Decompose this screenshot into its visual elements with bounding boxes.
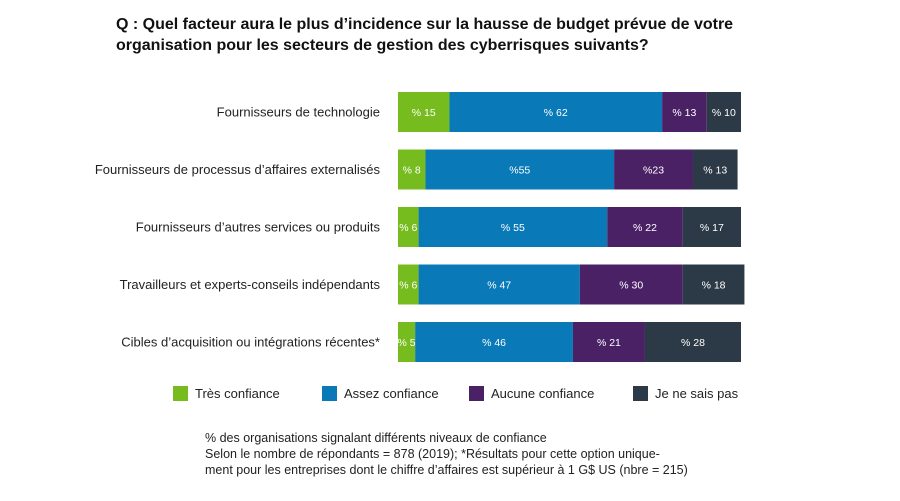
category-label-1: Fournisseurs de technologie bbox=[217, 105, 380, 120]
data-label-tres-confiance-5: % 5 bbox=[398, 337, 416, 349]
footnote: % des organisations signalant différents… bbox=[205, 430, 765, 478]
bar-segment-aucune-confiance-1 bbox=[662, 92, 707, 132]
data-label-assez-confiance-4: % 47 bbox=[487, 280, 511, 292]
legend-swatch-assez-confiance bbox=[322, 385, 337, 401]
data-label-aucune-confiance-5: % 21 bbox=[597, 337, 621, 349]
legend-item-ne-sais-pas: Je ne sais pas bbox=[633, 383, 738, 403]
data-label-assez-confiance-5: % 46 bbox=[482, 337, 506, 349]
legend-item-aucune-confiance: Aucune confiance bbox=[469, 383, 594, 403]
data-label-je-ne-sais-pas-3: % 17 bbox=[700, 222, 724, 234]
legend-label-aucune-confiance: Aucune confiance bbox=[491, 385, 595, 401]
data-label-aucune-confiance-4: % 30 bbox=[619, 280, 643, 292]
bar-segment-je-ne-sais-pas-5 bbox=[644, 322, 741, 362]
bar-segment-je-ne-sais-pas-3 bbox=[682, 207, 741, 247]
category-label-5: Cibles d’acquisition ou intégrations réc… bbox=[121, 335, 380, 350]
data-label-tres-confiance-1: % 15 bbox=[412, 107, 436, 119]
bar-segment-aucune-confiance-3 bbox=[607, 207, 683, 247]
data-label-tres-confiance-2: % 8 bbox=[403, 165, 421, 177]
legend-swatch-ne-sais-pas bbox=[633, 385, 648, 401]
legend-label-tres-confiance: Très confiance bbox=[195, 385, 280, 401]
data-label-aucune-confiance-3: % 22 bbox=[633, 222, 657, 234]
bar-segment-je-ne-sais-pas-4 bbox=[682, 264, 745, 305]
footnote-line-1: % des organisations signalant différents… bbox=[205, 431, 547, 445]
legend-item-tres-confiance: Très confiance bbox=[173, 383, 280, 403]
bar-segment-aucune-confiance-4 bbox=[579, 264, 683, 305]
category-label-4: Travailleurs et experts-conseils indépen… bbox=[120, 277, 381, 292]
bar-segment-assez-confiance-1 bbox=[449, 92, 663, 132]
data-label-je-ne-sais-pas-2: % 13 bbox=[703, 165, 727, 177]
data-label-aucune-confiance-1: % 13 bbox=[672, 107, 696, 119]
bar-segment-assez-confiance-2 bbox=[425, 149, 615, 190]
bar-segment-assez-confiance-4 bbox=[418, 264, 580, 305]
legend-label-ne-sais-pas: Je ne sais pas bbox=[655, 385, 739, 401]
data-label-je-ne-sais-pas-1: % 10 bbox=[712, 107, 736, 119]
question-title: Q : Quel facteur aura le plus d’incidenc… bbox=[116, 16, 734, 54]
bar-segment-aucune-confiance-5 bbox=[572, 322, 645, 362]
legend-swatch-aucune-confiance bbox=[469, 385, 484, 401]
data-label-je-ne-sais-pas-4: % 18 bbox=[702, 280, 726, 292]
bar-segment-tres-confiance-4 bbox=[398, 264, 419, 305]
data-label-aucune-confiance-2: %23 bbox=[643, 165, 664, 177]
category-label-3: Fournisseurs d’autres services ou produi… bbox=[136, 220, 381, 235]
bar-segment-tres-confiance-5 bbox=[398, 322, 416, 362]
category-label-2: Fournisseurs de processus d’affaires ext… bbox=[95, 162, 381, 177]
bar-segment-aucune-confiance-2 bbox=[614, 149, 693, 190]
legend-item-assez-confiance: Assez confiance bbox=[322, 383, 439, 403]
chart-legend: Très confiance Assez confiance Aucune co… bbox=[173, 383, 773, 403]
bar-segment-tres-confiance-2 bbox=[398, 149, 426, 190]
bar-segment-assez-confiance-3 bbox=[418, 207, 608, 247]
data-label-je-ne-sais-pas-5: % 28 bbox=[681, 337, 705, 349]
legend-label-assez-confiance: Assez confiance bbox=[344, 385, 439, 401]
bar-segment-je-ne-sais-pas-1 bbox=[706, 92, 741, 132]
footnote-line-2: Selon le nombre de répondants = 878 (201… bbox=[205, 447, 660, 461]
bar-segment-tres-confiance-1 bbox=[398, 92, 450, 132]
legend-swatch-tres-confiance bbox=[173, 385, 188, 401]
footnote-line-3: ment pour les entreprises dont le chiffr… bbox=[205, 463, 688, 477]
data-label-assez-confiance-1: % 62 bbox=[544, 107, 568, 119]
data-label-tres-confiance-4: % 6 bbox=[399, 280, 417, 292]
bar-segment-assez-confiance-5 bbox=[415, 322, 573, 362]
bar-segment-je-ne-sais-pas-2 bbox=[692, 149, 738, 190]
data-label-tres-confiance-3: % 6 bbox=[399, 222, 417, 234]
data-label-assez-confiance-2: %55 bbox=[509, 165, 530, 177]
data-label-assez-confiance-3: % 55 bbox=[501, 222, 525, 234]
bar-segment-tres-confiance-3 bbox=[398, 207, 419, 247]
